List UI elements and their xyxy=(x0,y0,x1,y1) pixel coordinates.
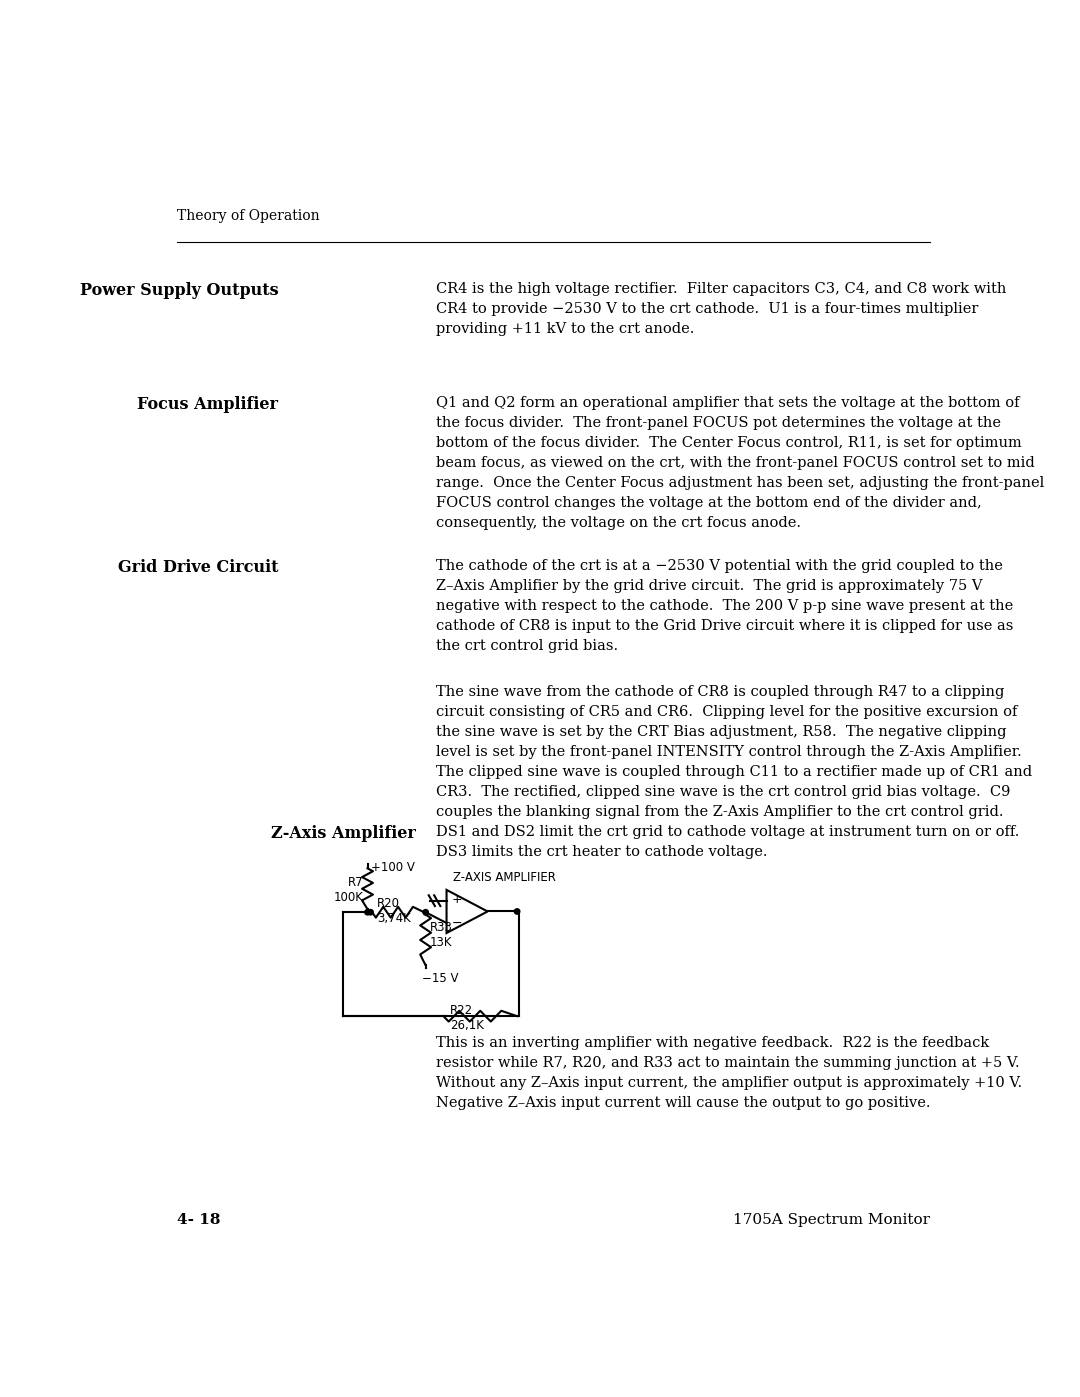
Text: CR4 is the high voltage rectifier.  Filter capacitors C3, C4, and C8 work with
C: CR4 is the high voltage rectifier. Filte… xyxy=(435,282,1007,335)
Text: The sine wave from the cathode of CR8 is coupled through R47 to a clipping
circu: The sine wave from the cathode of CR8 is… xyxy=(435,685,1031,859)
Text: Theory of Operation: Theory of Operation xyxy=(177,210,320,224)
Text: Grid Drive Circuit: Grid Drive Circuit xyxy=(118,559,279,576)
Text: +100 V: +100 V xyxy=(370,862,415,875)
Text: Power Supply Outputs: Power Supply Outputs xyxy=(80,282,279,299)
Circle shape xyxy=(365,909,370,915)
Text: R20
3,74K: R20 3,74K xyxy=(377,897,410,925)
Text: R7
100K: R7 100K xyxy=(334,876,364,904)
Text: −: − xyxy=(451,918,462,930)
Text: Z-Axis Amplifier: Z-Axis Amplifier xyxy=(271,826,416,842)
Text: Focus Amplifier: Focus Amplifier xyxy=(137,395,279,412)
Circle shape xyxy=(423,909,429,915)
Text: +: + xyxy=(451,894,462,907)
Text: 1705A Spectrum Monitor: 1705A Spectrum Monitor xyxy=(733,1213,930,1227)
Text: R22
26,1K: R22 26,1K xyxy=(449,1004,484,1032)
Text: 4- 18: 4- 18 xyxy=(177,1213,220,1227)
Circle shape xyxy=(514,909,519,914)
Text: The cathode of the crt is at a −2530 V potential with the grid coupled to the
Z–: The cathode of the crt is at a −2530 V p… xyxy=(435,559,1013,652)
Text: R33
13K: R33 13K xyxy=(430,922,453,950)
Circle shape xyxy=(368,909,374,915)
Text: −15 V: −15 V xyxy=(422,971,458,985)
Text: Q1 and Q2 form an operational amplifier that sets the voltage at the bottom of
t: Q1 and Q2 form an operational amplifier … xyxy=(435,395,1044,529)
Text: This is an inverting amplifier with negative feedback.  R22 is the feedback
resi: This is an inverting amplifier with nega… xyxy=(435,1037,1022,1111)
Text: Z-AXIS AMPLIFIER: Z-AXIS AMPLIFIER xyxy=(453,870,555,884)
